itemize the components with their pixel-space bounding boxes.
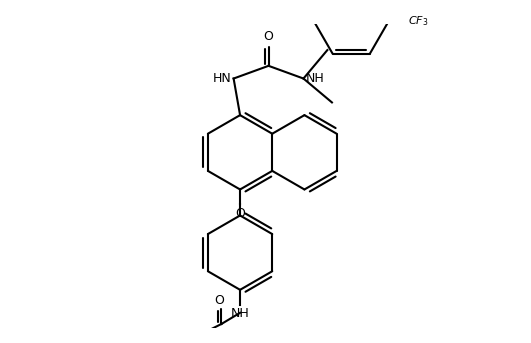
Text: HN: HN bbox=[213, 72, 232, 85]
Text: $CF_3$: $CF_3$ bbox=[408, 15, 429, 28]
Text: NH: NH bbox=[230, 307, 250, 320]
Text: O: O bbox=[263, 30, 273, 43]
Text: O: O bbox=[235, 207, 245, 220]
Text: O: O bbox=[214, 294, 224, 307]
Text: NH: NH bbox=[305, 72, 324, 85]
